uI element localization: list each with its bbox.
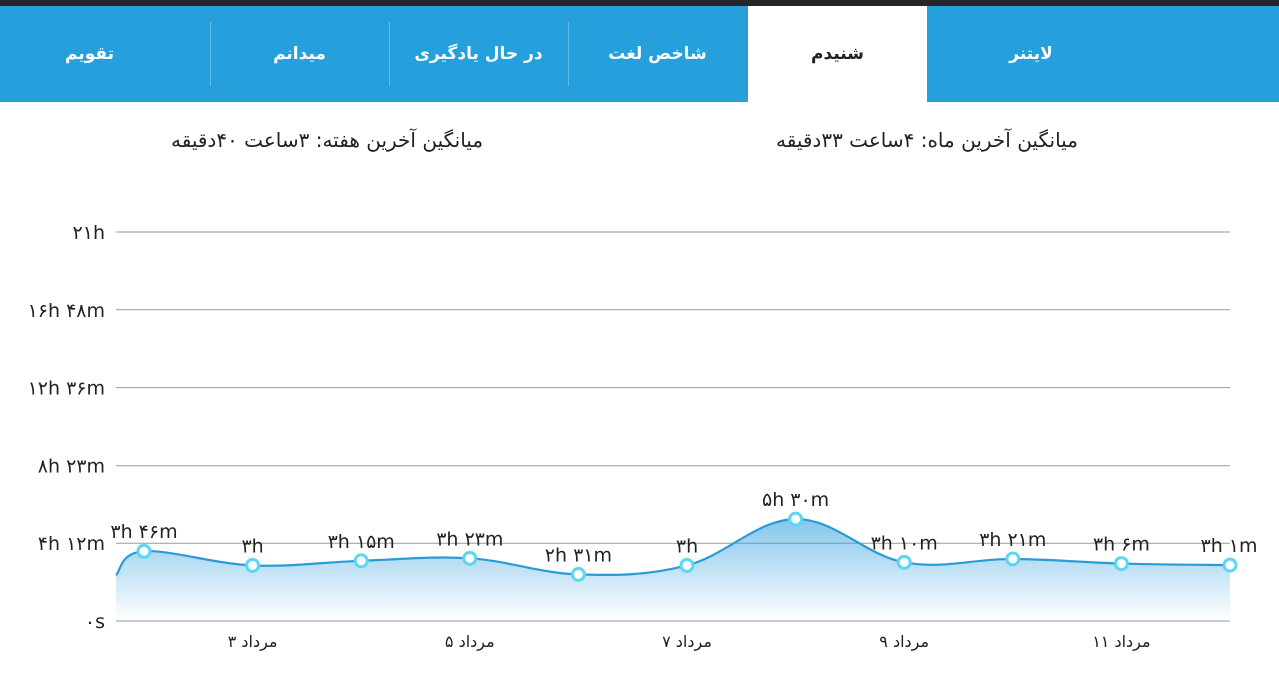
data-label: ۳h ۱m: [1201, 535, 1258, 557]
data-point[interactable]: [679, 557, 695, 573]
tab-word-index[interactable]: شاخص لغت: [608, 44, 707, 64]
x-tick-label: ۱۱ مرداد: [1092, 632, 1150, 652]
data-label: ۲h ۳۱m: [545, 544, 612, 566]
y-tick-label: ۸h ۲۳m: [38, 456, 105, 478]
data-label: ۳h: [676, 535, 698, 557]
tab-heard[interactable]: شنیدم: [748, 6, 927, 102]
tab-divider: [210, 22, 211, 86]
tab-known[interactable]: میدانم: [273, 44, 326, 64]
x-tick-label: ۳ مرداد: [228, 632, 278, 652]
tab-bar: تقویم میدانم در حال یادگیری شاخص لغت شنی…: [0, 6, 1279, 102]
data-label: ۳h ۲۳m: [436, 528, 503, 550]
data-point[interactable]: [353, 553, 369, 569]
y-tick-label: ۰s: [85, 611, 105, 633]
y-tick-label: ۴h ۱۲m: [38, 533, 105, 555]
data-label: ۳h: [241, 535, 263, 557]
data-point[interactable]: [788, 511, 804, 527]
last-month-average: میانگین آخرین ماه: ۴ساعت ۳۳دقیقه: [776, 128, 1078, 152]
tab-learning[interactable]: در حال یادگیری: [414, 44, 543, 64]
last-week-average: میانگین آخرین هفته: ۳ساعت ۴۰دقیقه: [171, 128, 484, 152]
area-series: [115, 518, 1231, 621]
y-tick-label: ۲۱h: [73, 222, 105, 244]
data-label: ۳h ۴۶m: [110, 521, 177, 543]
data-point[interactable]: [1113, 556, 1129, 572]
area-fill: [116, 519, 1230, 621]
tab-leitner[interactable]: لایتنر: [1009, 44, 1053, 64]
data-point[interactable]: [136, 543, 152, 559]
data-points: ۳h ۴۶m ۳h ۳h ۱۵m ۳h ۲۳m ۲h ۳۱m ۳h ۵h ۳۰m ۳h ۱۰m…: [110, 489, 1258, 582]
x-tick-label: ۹ مرداد: [879, 632, 929, 652]
x-tick-label: ۷ مرداد: [662, 632, 712, 652]
x-tick-label: ۵ مرداد: [445, 632, 495, 652]
tab-divider: [568, 22, 569, 86]
data-point[interactable]: [570, 566, 586, 582]
data-point[interactable]: [1005, 551, 1021, 567]
top-strip: [0, 0, 1279, 6]
x-axis-labels: ۳ مرداد ۵ مرداد ۷ مرداد ۹ مرداد ۱۱ مرداد: [228, 632, 1151, 652]
data-point[interactable]: [245, 557, 261, 573]
y-axis-labels: ۰s ۴h ۱۲m ۸h ۲۳m ۱۲h ۳۶m ۱۶h ۴۸m ۲۱h: [28, 222, 105, 633]
tab-calendar[interactable]: تقویم: [65, 44, 114, 64]
data-label: ۵h ۳۰m: [762, 489, 829, 511]
data-label: ۳h ۱۰m: [871, 532, 938, 554]
listening-time-chart: ۰s ۴h ۱۲m ۸h ۲۳m ۱۲h ۳۶m ۱۶h ۴۸m ۲۱h ۳ مرداد ۵…: [28, 222, 1258, 652]
data-label: ۳h ۲۱m: [979, 529, 1046, 551]
data-label: ۳h ۱۵m: [328, 531, 395, 553]
data-point[interactable]: [462, 550, 478, 566]
y-tick-label: ۱۶h ۴۸m: [28, 300, 105, 322]
data-point[interactable]: [1222, 557, 1238, 573]
data-label: ۳h ۶m: [1093, 534, 1150, 556]
tab-divider: [389, 22, 390, 86]
data-point[interactable]: [896, 554, 912, 570]
y-tick-label: ۱۲h ۳۶m: [28, 378, 105, 400]
